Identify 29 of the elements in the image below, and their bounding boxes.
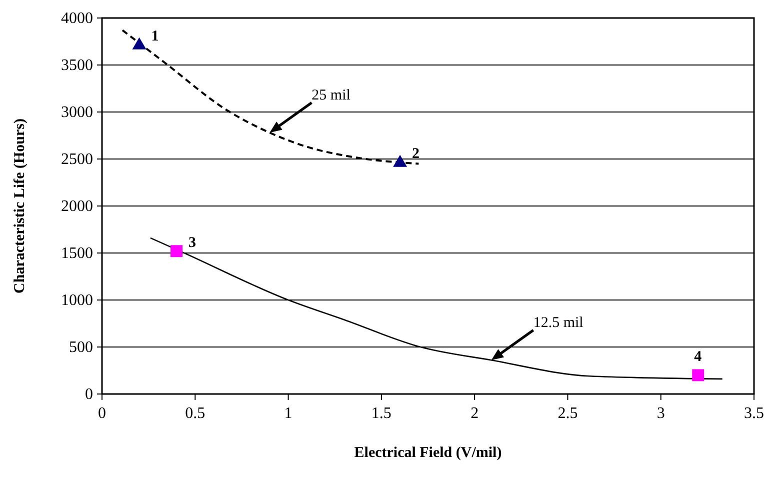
x-tick-label: 3 [656,405,665,422]
annotation: 3 [188,235,196,252]
text: 12.5 mil [533,315,584,332]
x-tick-label: 1.5 [371,405,392,422]
y-tick-label: 3500 [61,57,93,74]
point [393,154,408,167]
y-tick-label: 4000 [61,10,93,27]
annotation: 2 [412,146,420,162]
y-tick-label: 0 [85,386,93,403]
point [170,245,183,258]
y-tick-label: 1000 [61,292,93,309]
point [692,369,704,382]
x-tick-label: 1 [284,405,292,422]
annotation: 1 [151,28,159,44]
x-tick-label: 3.5 [744,405,764,422]
x-tick-label: 2.5 [558,405,578,422]
text: 25 mil [312,88,350,104]
y-tick-label: 500 [69,339,93,356]
y-tick-label: 3000 [61,104,93,121]
x-tick-label: 0.5 [185,405,206,422]
x-tick-label: 2 [470,405,479,422]
y-tick-label: 2000 [61,198,93,215]
y-axis-title: Characteristic Life (Hours) [12,118,28,294]
point [132,37,146,50]
x-tick-label: 0 [98,405,106,422]
y-tick-label: 2500 [61,151,93,168]
x-axis-title: Electrical Field (V/mil) [354,445,502,461]
y-tick-label: 1500 [61,245,93,262]
annotation: 4 [694,349,702,366]
